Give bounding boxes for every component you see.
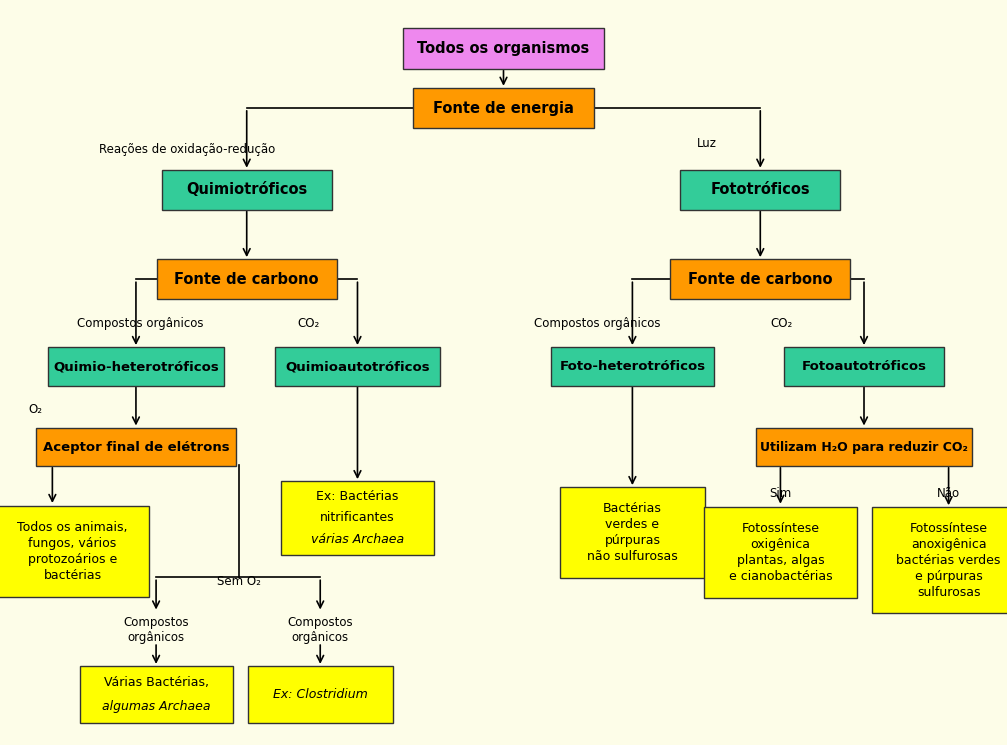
Text: Sim: Sim bbox=[769, 486, 792, 500]
Text: Utilizam H₂O para reduzir CO₂: Utilizam H₂O para reduzir CO₂ bbox=[760, 440, 968, 454]
Text: Bactérias
verdes e
púrpuras
não sulfurosas: Bactérias verdes e púrpuras não sulfuros… bbox=[587, 502, 678, 563]
FancyBboxPatch shape bbox=[281, 481, 434, 554]
FancyBboxPatch shape bbox=[0, 506, 149, 597]
Text: nitrificantes: nitrificantes bbox=[320, 511, 395, 524]
Text: várias Archaea: várias Archaea bbox=[311, 533, 404, 546]
FancyBboxPatch shape bbox=[403, 28, 603, 69]
FancyBboxPatch shape bbox=[157, 259, 336, 299]
Text: Compostos orgânicos: Compostos orgânicos bbox=[77, 317, 203, 330]
FancyBboxPatch shape bbox=[48, 347, 224, 386]
Text: CO₂: CO₂ bbox=[770, 317, 793, 330]
FancyBboxPatch shape bbox=[680, 170, 840, 210]
Text: Quimio-heterotróficos: Quimio-heterotróficos bbox=[53, 360, 219, 373]
Text: algumas Archaea: algumas Archaea bbox=[102, 700, 210, 712]
Text: O₂: O₂ bbox=[28, 403, 42, 416]
Text: Fotossíntese
anoxigênica
bactérias verdes
e púrpuras
sulfurosas: Fotossíntese anoxigênica bactérias verde… bbox=[896, 522, 1001, 599]
Text: Ex: Bactérias: Ex: Bactérias bbox=[316, 489, 399, 503]
Text: Fototróficos: Fototróficos bbox=[711, 183, 810, 197]
Text: CO₂: CO₂ bbox=[297, 317, 319, 330]
Text: Foto-heterotróficos: Foto-heterotróficos bbox=[559, 360, 706, 373]
FancyBboxPatch shape bbox=[783, 347, 945, 386]
Text: Não: Não bbox=[938, 486, 960, 500]
Text: Aceptor final de elétrons: Aceptor final de elétrons bbox=[42, 440, 230, 454]
FancyBboxPatch shape bbox=[161, 170, 332, 210]
Text: Fotossíntese
oxigênica
plantas, algas
e cianobactérias: Fotossíntese oxigênica plantas, algas e … bbox=[729, 522, 832, 583]
Text: Reações de oxidação-redução: Reações de oxidação-redução bbox=[99, 142, 275, 156]
Text: Sem O₂: Sem O₂ bbox=[217, 574, 261, 588]
Text: Ex: Clostridium: Ex: Clostridium bbox=[273, 688, 368, 701]
FancyBboxPatch shape bbox=[872, 507, 1007, 613]
Text: Compostos
orgânicos: Compostos orgânicos bbox=[123, 615, 189, 644]
Text: Fonte de carbono: Fonte de carbono bbox=[688, 272, 833, 287]
Text: Todos os organismos: Todos os organismos bbox=[417, 41, 590, 56]
Text: Fotoautotróficos: Fotoautotróficos bbox=[802, 360, 926, 373]
Text: Luz: Luz bbox=[697, 136, 717, 150]
Text: Compostos
orgânicos: Compostos orgânicos bbox=[287, 615, 353, 644]
FancyBboxPatch shape bbox=[671, 259, 850, 299]
Text: Fonte de carbono: Fonte de carbono bbox=[174, 272, 319, 287]
FancyBboxPatch shape bbox=[704, 507, 857, 598]
Text: Fonte de energia: Fonte de energia bbox=[433, 101, 574, 115]
FancyBboxPatch shape bbox=[80, 666, 233, 723]
FancyBboxPatch shape bbox=[560, 487, 705, 578]
Text: Quimiotróficos: Quimiotróficos bbox=[186, 183, 307, 197]
FancyBboxPatch shape bbox=[275, 347, 440, 386]
Text: Várias Bactérias,: Várias Bactérias, bbox=[104, 676, 208, 689]
FancyBboxPatch shape bbox=[551, 347, 714, 386]
Text: Quimioautotróficos: Quimioautotróficos bbox=[285, 360, 430, 373]
FancyBboxPatch shape bbox=[413, 88, 593, 128]
FancyBboxPatch shape bbox=[36, 428, 236, 466]
Text: Compostos orgânicos: Compostos orgânicos bbox=[534, 317, 661, 330]
Text: Todos os animais,
fungos, vários
protozoários e
bactérias: Todos os animais, fungos, vários protozo… bbox=[17, 521, 128, 582]
FancyBboxPatch shape bbox=[756, 428, 972, 466]
FancyBboxPatch shape bbox=[248, 666, 393, 723]
